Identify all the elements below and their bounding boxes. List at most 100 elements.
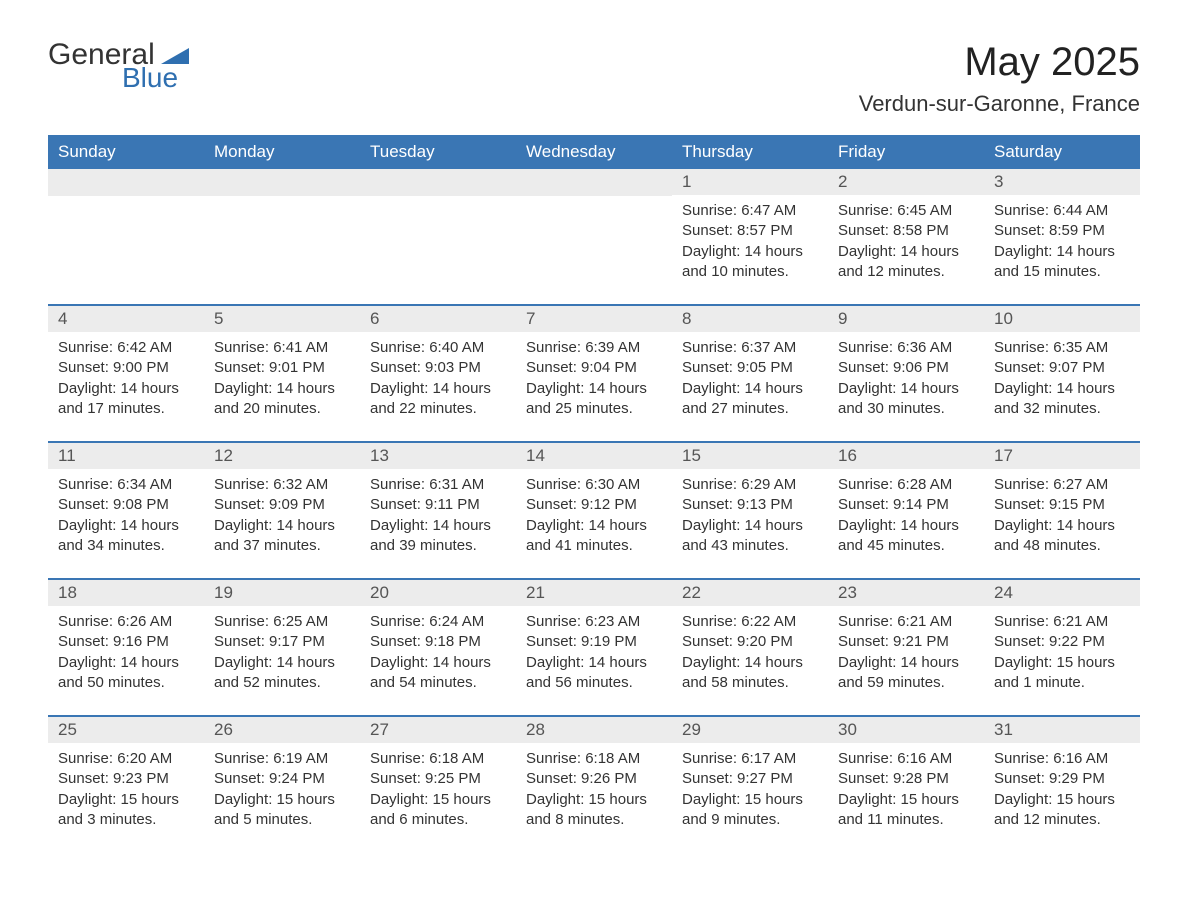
daylight-text: Daylight: 14 hours and 15 minutes.: [994, 242, 1134, 283]
day-number: 31: [984, 717, 1140, 743]
day-cell: 1 Sunrise: 6:47 AMSunset: 8:57 PMDaylight…: [672, 169, 828, 292]
day-cell: 10Sunrise: 6:35 AMSunset: 9:07 PMDayligh…: [984, 306, 1140, 429]
sunset-text: Sunset: 9:22 PM: [994, 632, 1134, 652]
day-number: 21: [516, 580, 672, 606]
daylight-text: Daylight: 15 hours and 8 minutes.: [526, 790, 666, 831]
sunset-text: Sunset: 9:19 PM: [526, 632, 666, 652]
calendar: SundayMondayTuesdayWednesdayThursdayFrid…: [48, 135, 1140, 840]
day-details: Sunrise: 6:36 AMSunset: 9:06 PMDaylight:…: [834, 338, 978, 419]
sunset-text: Sunset: 9:18 PM: [370, 632, 510, 652]
daylight-text: Daylight: 14 hours and 54 minutes.: [370, 653, 510, 694]
sunset-text: Sunset: 9:24 PM: [214, 769, 354, 789]
day-cell: 6Sunrise: 6:40 AMSunset: 9:03 PMDaylight…: [360, 306, 516, 429]
sunrise-text: Sunrise: 6:31 AM: [370, 475, 510, 495]
day-number: 23: [828, 580, 984, 606]
daylight-text: Daylight: 14 hours and 17 minutes.: [58, 379, 198, 420]
day-number: 26: [204, 717, 360, 743]
day-number: 3: [984, 169, 1140, 195]
day-number: 1: [672, 169, 828, 195]
day-number: 6: [360, 306, 516, 332]
daylight-text: Daylight: 14 hours and 48 minutes.: [994, 516, 1134, 557]
sunrise-text: Sunrise: 6:24 AM: [370, 612, 510, 632]
daylight-text: Daylight: 14 hours and 50 minutes.: [58, 653, 198, 694]
sunrise-text: Sunrise: 6:34 AM: [58, 475, 198, 495]
day-details: Sunrise: 6:37 AMSunset: 9:05 PMDaylight:…: [678, 338, 822, 419]
day-details: Sunrise: 6:26 AMSunset: 9:16 PMDaylight:…: [54, 612, 198, 693]
daylight-text: Daylight: 15 hours and 5 minutes.: [214, 790, 354, 831]
day-number: 19: [204, 580, 360, 606]
weekday-header-cell: Tuesday: [360, 135, 516, 169]
day-details: Sunrise: 6:45 AMSunset: 8:58 PMDaylight:…: [834, 201, 978, 282]
day-details: Sunrise: 6:25 AMSunset: 9:17 PMDaylight:…: [210, 612, 354, 693]
day-details: Sunrise: 6:17 AMSunset: 9:27 PMDaylight:…: [678, 749, 822, 830]
sunrise-text: Sunrise: 6:16 AM: [838, 749, 978, 769]
sunrise-text: Sunrise: 6:20 AM: [58, 749, 198, 769]
day-number: [516, 169, 672, 196]
sunrise-text: Sunrise: 6:37 AM: [682, 338, 822, 358]
weekday-header-cell: Thursday: [672, 135, 828, 169]
day-details: Sunrise: 6:19 AMSunset: 9:24 PMDaylight:…: [210, 749, 354, 830]
daylight-text: Daylight: 14 hours and 25 minutes.: [526, 379, 666, 420]
day-details: Sunrise: 6:29 AMSunset: 9:13 PMDaylight:…: [678, 475, 822, 556]
sunrise-text: Sunrise: 6:21 AM: [838, 612, 978, 632]
day-number: 2: [828, 169, 984, 195]
day-cell: 15 Sunrise: 6:29 AMSunset: 9:13 PMDayligh…: [672, 443, 828, 566]
day-cell: [516, 169, 672, 292]
weekday-header-cell: Wednesday: [516, 135, 672, 169]
week-row: 4Sunrise: 6:42 AMSunset: 9:00 PMDaylight…: [48, 304, 1140, 429]
day-number: 15: [672, 443, 828, 469]
day-details: Sunrise: 6:23 AMSunset: 9:19 PMDaylight:…: [522, 612, 666, 693]
location: Verdun-sur-Garonne, France: [859, 91, 1140, 117]
sunrise-text: Sunrise: 6:44 AM: [994, 201, 1134, 221]
sunset-text: Sunset: 8:57 PM: [682, 221, 822, 241]
day-details: Sunrise: 6:47 AMSunset: 8:57 PMDaylight:…: [678, 201, 822, 282]
day-number: 12: [204, 443, 360, 469]
sunrise-text: Sunrise: 6:42 AM: [58, 338, 198, 358]
day-cell: 29Sunrise: 6:17 AMSunset: 9:27 PMDayligh…: [672, 717, 828, 840]
sunset-text: Sunset: 9:07 PM: [994, 358, 1134, 378]
daylight-text: Daylight: 14 hours and 56 minutes.: [526, 653, 666, 694]
daylight-text: Daylight: 14 hours and 43 minutes.: [682, 516, 822, 557]
sunset-text: Sunset: 9:14 PM: [838, 495, 978, 515]
day-number: [360, 169, 516, 196]
daylight-text: Daylight: 14 hours and 20 minutes.: [214, 379, 354, 420]
sunset-text: Sunset: 9:11 PM: [370, 495, 510, 515]
sunrise-text: Sunrise: 6:45 AM: [838, 201, 978, 221]
daylight-text: Daylight: 14 hours and 45 minutes.: [838, 516, 978, 557]
day-cell: 16Sunrise: 6:28 AMSunset: 9:14 PMDayligh…: [828, 443, 984, 566]
sunset-text: Sunset: 9:12 PM: [526, 495, 666, 515]
day-details: Sunrise: 6:28 AMSunset: 9:14 PMDaylight:…: [834, 475, 978, 556]
day-cell: [204, 169, 360, 292]
sunset-text: Sunset: 9:16 PM: [58, 632, 198, 652]
day-details: Sunrise: 6:35 AMSunset: 9:07 PMDaylight:…: [990, 338, 1134, 419]
day-cell: 30Sunrise: 6:16 AMSunset: 9:28 PMDayligh…: [828, 717, 984, 840]
day-cell: 14Sunrise: 6:30 AMSunset: 9:12 PMDayligh…: [516, 443, 672, 566]
weekday-header-cell: Sunday: [48, 135, 204, 169]
sunset-text: Sunset: 9:13 PM: [682, 495, 822, 515]
day-details: Sunrise: 6:18 AMSunset: 9:25 PMDaylight:…: [366, 749, 510, 830]
day-cell: 21 Sunrise: 6:23 AMSunset: 9:19 PMDayligh…: [516, 580, 672, 703]
sunrise-text: Sunrise: 6:26 AM: [58, 612, 198, 632]
daylight-text: Daylight: 15 hours and 3 minutes.: [58, 790, 198, 831]
weekday-header-cell: Friday: [828, 135, 984, 169]
day-details: Sunrise: 6:16 AMSunset: 9:29 PMDaylight:…: [990, 749, 1134, 830]
day-number: 5: [204, 306, 360, 332]
sunrise-text: Sunrise: 6:35 AM: [994, 338, 1134, 358]
day-number: 18: [48, 580, 204, 606]
sunset-text: Sunset: 9:25 PM: [370, 769, 510, 789]
logo-text-blue: Blue: [122, 64, 189, 92]
day-cell: 8Sunrise: 6:37 AMSunset: 9:05 PMDaylight…: [672, 306, 828, 429]
day-cell: 25Sunrise: 6:20 AMSunset: 9:23 PMDayligh…: [48, 717, 204, 840]
daylight-text: Daylight: 14 hours and 27 minutes.: [682, 379, 822, 420]
sunrise-text: Sunrise: 6:41 AM: [214, 338, 354, 358]
day-cell: 22Sunrise: 6:22 AMSunset: 9:20 PMDayligh…: [672, 580, 828, 703]
sunset-text: Sunset: 9:27 PM: [682, 769, 822, 789]
sunrise-text: Sunrise: 6:40 AM: [370, 338, 510, 358]
day-details: Sunrise: 6:22 AMSunset: 9:20 PMDaylight:…: [678, 612, 822, 693]
day-cell: 17Sunrise: 6:27 AMSunset: 9:15 PMDayligh…: [984, 443, 1140, 566]
sunset-text: Sunset: 9:29 PM: [994, 769, 1134, 789]
sunset-text: Sunset: 9:26 PM: [526, 769, 666, 789]
sunset-text: Sunset: 9:09 PM: [214, 495, 354, 515]
day-details: Sunrise: 6:27 AMSunset: 9:15 PMDaylight:…: [990, 475, 1134, 556]
day-details: Sunrise: 6:30 AMSunset: 9:12 PMDaylight:…: [522, 475, 666, 556]
